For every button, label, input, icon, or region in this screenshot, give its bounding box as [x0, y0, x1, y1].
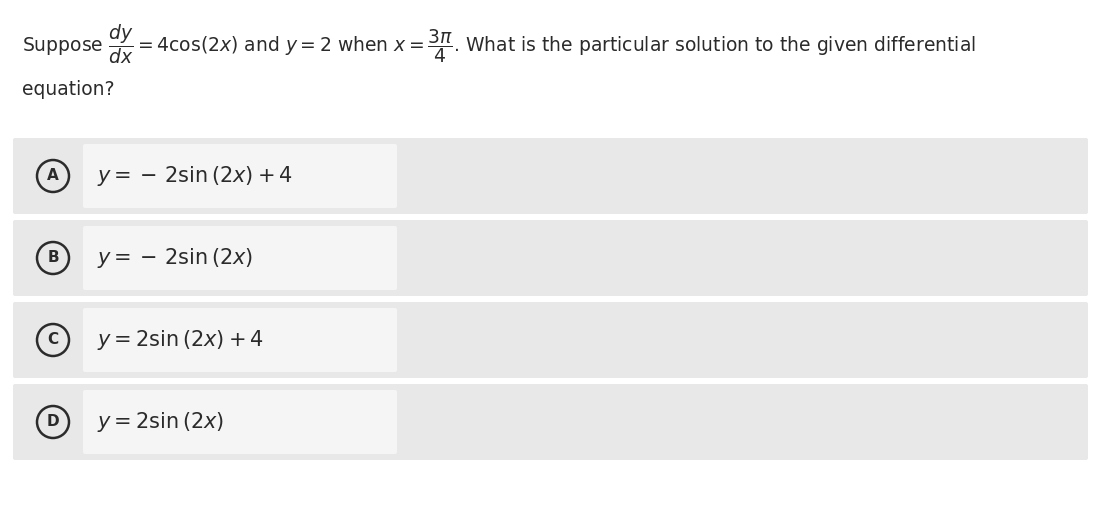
Text: A: A	[47, 169, 58, 184]
FancyBboxPatch shape	[13, 220, 1088, 296]
Text: D: D	[46, 414, 59, 429]
Text: Suppose $\dfrac{dy}{dx} = 4\cos\!\left(2x\right)$ and $y = 2$ when $x = \dfrac{3: Suppose $\dfrac{dy}{dx} = 4\cos\!\left(2…	[22, 22, 975, 66]
Text: $y = -\, 2\sin\left(2x\right)$: $y = -\, 2\sin\left(2x\right)$	[97, 246, 253, 270]
Text: equation?: equation?	[22, 80, 115, 99]
Circle shape	[37, 406, 69, 438]
Text: B: B	[47, 251, 58, 265]
FancyBboxPatch shape	[83, 226, 397, 290]
Circle shape	[37, 160, 69, 192]
Text: $y = 2\sin\left(2x\right)$: $y = 2\sin\left(2x\right)$	[97, 410, 225, 434]
FancyBboxPatch shape	[83, 390, 397, 454]
Circle shape	[37, 324, 69, 356]
Text: $y = 2\sin\left(2x\right) + 4$: $y = 2\sin\left(2x\right) + 4$	[97, 328, 264, 352]
FancyBboxPatch shape	[13, 138, 1088, 214]
Text: $y = -\, 2\sin\left(2x\right) + 4$: $y = -\, 2\sin\left(2x\right) + 4$	[97, 164, 293, 188]
FancyBboxPatch shape	[13, 302, 1088, 378]
FancyBboxPatch shape	[83, 144, 397, 208]
Circle shape	[37, 242, 69, 274]
FancyBboxPatch shape	[83, 308, 397, 372]
FancyBboxPatch shape	[13, 384, 1088, 460]
Text: C: C	[47, 332, 58, 347]
